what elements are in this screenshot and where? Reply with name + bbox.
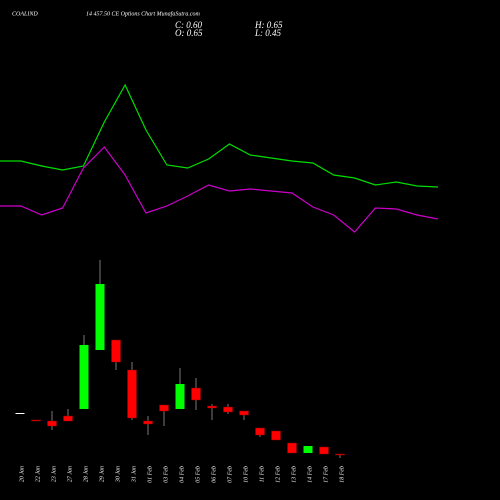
x-tick-label: 10 Feb <box>243 466 249 483</box>
x-tick-label: 03 Feb <box>163 466 169 483</box>
x-tick-label: 13 Feb <box>291 466 297 483</box>
ma-line <box>0 146 439 233</box>
candle-body <box>175 384 185 409</box>
x-tick-label: 06 Feb <box>211 466 217 483</box>
x-tick-label: 27 Jan <box>67 466 73 482</box>
candle-body <box>271 430 281 441</box>
candle-body <box>319 446 329 455</box>
stat-open: O: 0.65 <box>175 28 203 38</box>
candle-body <box>255 427 265 436</box>
x-tick-label: 01 Feb <box>147 466 153 483</box>
candle-body <box>95 284 105 350</box>
x-tick-label: 12 Feb <box>275 466 281 483</box>
candle-body <box>127 369 137 419</box>
candle-body <box>287 442 297 454</box>
stat-high: H: 0.65 <box>254 20 283 30</box>
x-tick-label: 29 Jan <box>99 466 105 482</box>
stat-close: C: 0.60 <box>175 20 203 30</box>
candle-body <box>15 413 25 414</box>
candle-body <box>79 345 89 409</box>
stat-low: L: 0.45 <box>254 28 282 38</box>
candle-body <box>207 405 217 409</box>
x-tick-label: 28 Jan <box>83 466 89 482</box>
x-tick-label: 04 Feb <box>178 466 185 483</box>
chart-subtitle: 14 457.50 CE Options Chart MunafaSutra.c… <box>86 10 201 17</box>
x-tick-label: 18 Feb <box>339 466 345 483</box>
x-tick-label: 14 Feb <box>306 466 313 483</box>
candle-body <box>335 453 345 456</box>
x-tick-label: 20 Jan <box>19 466 25 482</box>
x-tick-label: 11 Feb <box>259 466 265 482</box>
candle-body <box>63 415 73 422</box>
x-tick-label: 05 Feb <box>195 466 201 483</box>
candle-body <box>31 419 41 422</box>
chart-title: COALIND <box>12 11 38 17</box>
candle-body <box>47 420 57 427</box>
candle-body <box>143 420 153 425</box>
x-tick-label: 17 Feb <box>323 466 329 483</box>
candle-body <box>303 446 313 453</box>
x-tick-label: 31 Jan <box>131 466 137 483</box>
candle-body <box>239 410 249 416</box>
x-tick-label: 07 Feb <box>227 466 233 483</box>
candle-body <box>191 387 201 401</box>
x-tick-label: 22 Jan <box>35 466 41 482</box>
candle-body <box>111 339 121 363</box>
candle-body <box>223 406 233 413</box>
x-tick-label: 30 Jan <box>115 466 121 483</box>
x-tick-label: 23 Jan <box>51 466 57 482</box>
ma-line <box>0 83 439 188</box>
candle-body <box>159 404 169 412</box>
